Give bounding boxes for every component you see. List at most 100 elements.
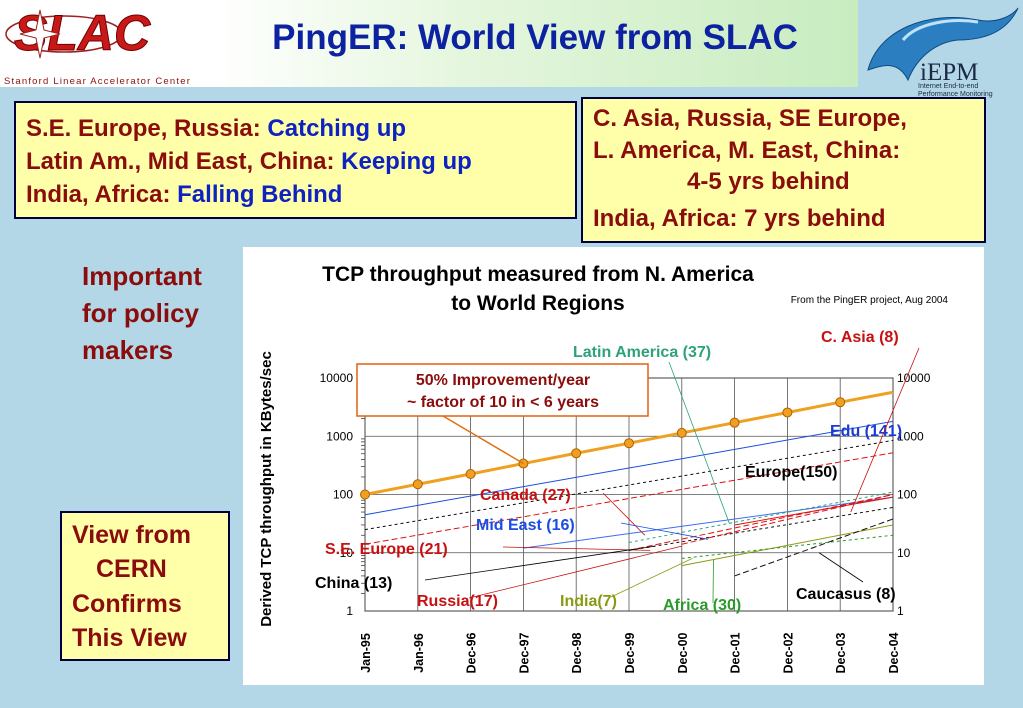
- iepm-logo-text: iEPM: [920, 59, 978, 86]
- status-row: India, Africa: Falling Behind: [26, 181, 342, 209]
- trend-annotation-line-2: ~ factor of 10 in < 6 years: [407, 394, 599, 411]
- y-axis-label: Derived TCP throughput in KBytes/sec: [258, 351, 275, 627]
- series-label: S.E. Europe (21): [325, 541, 448, 558]
- x-tick-label: Dec-02: [781, 632, 795, 673]
- x-tick-label: Jan-96: [412, 633, 426, 673]
- slac-logo: SLAC Stanford Linear Accelerator Center: [0, 0, 212, 87]
- policy-note-line: makers: [82, 335, 174, 365]
- years-behind-box: C. Asia, Russia, SE Europe, L. America, …: [581, 97, 986, 243]
- series-label-leader: [602, 492, 646, 536]
- y-tick-label-left: 10000: [320, 371, 354, 385]
- slac-logo-graphic: SLAC Stanford Linear Accelerator Center: [4, 5, 191, 88]
- behind-line-2: L. America, M. East, China:: [593, 137, 901, 164]
- status-row: S.E. Europe, Russia: Catching up: [26, 115, 406, 143]
- series-label-leader: [620, 522, 709, 540]
- page-title: PingER: World View from SLAC: [272, 18, 798, 57]
- trend-point: [360, 489, 370, 500]
- trend-point: [676, 427, 687, 438]
- status-row-label: Latin Am., Mid East, China:: [26, 148, 342, 175]
- series-label-leader: [502, 546, 651, 551]
- y-tick-label-right: 100: [897, 488, 917, 502]
- cern-line: CERN: [96, 555, 167, 583]
- series-label: Caucasus (8): [796, 586, 896, 603]
- title-band: [212, 0, 858, 87]
- iepm-subtitle-1: Internet End-to-end: [918, 83, 978, 90]
- trend-annotation-leader: [442, 415, 524, 465]
- x-tick-label: Dec-00: [676, 632, 690, 673]
- series-line: [523, 496, 894, 549]
- series-line: [681, 494, 894, 545]
- trend-point: [624, 438, 634, 449]
- trend-point: [412, 479, 423, 490]
- trend-point: [729, 417, 740, 428]
- x-tick-label: Dec-03: [834, 632, 848, 673]
- y-tick-label-left: 1000: [326, 429, 353, 443]
- trend-point: [835, 397, 846, 408]
- series-label-leader: [468, 545, 682, 599]
- y-tick-label-left: 1: [346, 604, 353, 618]
- status-row-value: Catching up: [267, 115, 407, 142]
- cern-line: Confirms: [72, 590, 182, 618]
- trend-point: [782, 407, 793, 418]
- x-tick-label: Dec-98: [570, 632, 584, 673]
- status-row-value: Keeping up: [341, 148, 472, 175]
- behind-line-3: 4-5 yrs behind: [687, 168, 850, 195]
- y-tick-label-right: 10000: [897, 371, 931, 385]
- series-label-leader: [424, 545, 656, 581]
- x-tick-label: Jan-95: [359, 633, 373, 673]
- cern-line: This View: [72, 624, 187, 652]
- behind-line-4: India, Africa: 7 yrs behind: [593, 205, 886, 232]
- series-label-leader: [668, 361, 730, 524]
- series-label: Mid East (16): [476, 517, 575, 534]
- trend-annotation-box: [356, 363, 649, 417]
- cern-line: View from: [72, 521, 192, 549]
- series-label: Latin America (37): [573, 344, 711, 361]
- x-tick-label: Dec-96: [465, 632, 479, 673]
- regional-status-box: S.E. Europe, Russia: Catching up Latin A…: [14, 101, 577, 219]
- trend-point: [571, 448, 582, 459]
- chart-source-note: From the PingER project, Aug 2004: [791, 295, 949, 306]
- x-tick-label: Dec-99: [623, 632, 637, 673]
- policy-note-line: for policy: [82, 298, 200, 328]
- iepm-logo: iEPM Internet End-to-end Performance Mon…: [858, 0, 1023, 100]
- y-tick-label-right: 10: [897, 546, 911, 560]
- series-label-leader: [850, 347, 920, 513]
- x-tick-label: Dec-01: [729, 632, 743, 673]
- slac-logo-text: SLAC: [14, 5, 151, 61]
- series-label: Europe(150): [745, 464, 837, 481]
- slac-logo-subtitle: Stanford Linear Accelerator Center: [4, 76, 191, 87]
- series-label: C. Asia (8): [821, 329, 899, 346]
- series-line: [364, 452, 894, 545]
- status-row-value: Falling Behind: [177, 181, 343, 208]
- trend-point: [465, 468, 476, 479]
- series-line: [628, 506, 894, 551]
- series-label: China (13): [315, 575, 392, 592]
- series-label: Canada (27): [480, 487, 571, 504]
- series-line: [364, 420, 894, 516]
- series-label-leader: [818, 552, 864, 583]
- series-label: Russia(17): [417, 593, 498, 610]
- y-tick-label-left: 10: [340, 546, 354, 560]
- policy-note: Important for policy makers: [82, 258, 242, 369]
- y-tick-label-right: 1: [897, 604, 904, 618]
- throughput-chart: TCP throughput measured from N. America …: [243, 247, 984, 685]
- trend-annotation-line-1: 50% Improvement/year: [416, 372, 590, 389]
- series-label: Edu (141): [830, 423, 902, 440]
- status-row-label: S.E. Europe, Russia:: [26, 115, 268, 142]
- status-row-label: India, Africa:: [26, 181, 178, 208]
- chart-svg: TCP throughput measured from N. America …: [258, 263, 949, 674]
- y-tick-label-left: 100: [333, 488, 353, 502]
- chart-title: TCP throughput measured from N. America: [322, 263, 754, 286]
- behind-line-1: C. Asia, Russia, SE Europe,: [593, 105, 907, 132]
- x-tick-label: Dec-04: [887, 632, 901, 673]
- series-label: Africa (30): [663, 597, 741, 614]
- x-tick-label: Dec-97: [517, 632, 531, 673]
- y-tick-label-right: 1000: [897, 429, 924, 443]
- series-line: [628, 491, 894, 543]
- series-line: [734, 518, 894, 577]
- chart-subtitle: to World Regions: [451, 292, 624, 315]
- series-label-leader: [610, 558, 693, 598]
- series-label: India(7): [560, 593, 617, 610]
- cern-confirmation-box: View from CERN Confirms This View: [60, 511, 230, 661]
- iepm-subtitle-2: Performance Monitoring: [918, 91, 993, 98]
